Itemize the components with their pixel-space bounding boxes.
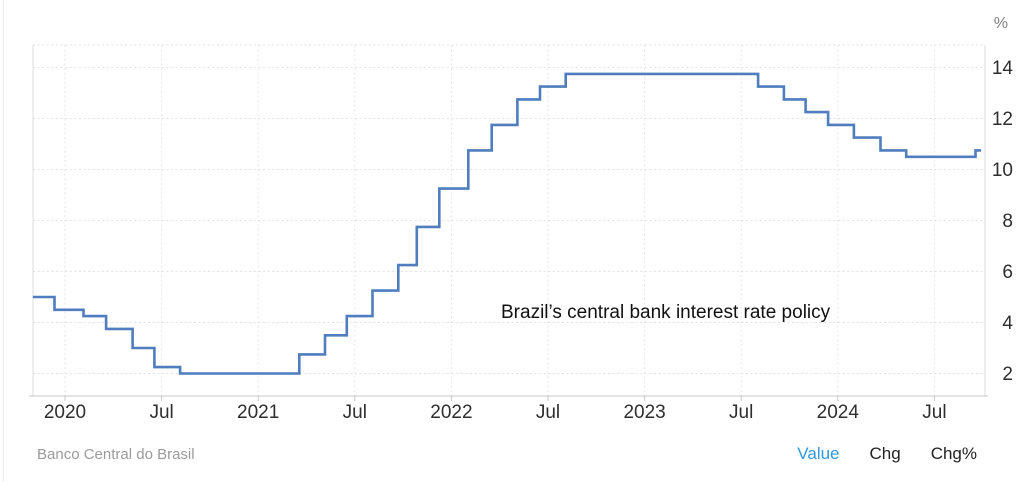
toggle-chg-pct[interactable]: Chg% — [930, 444, 977, 463]
chart-gridlines — [33, 44, 985, 396]
x-axis-label: 2024 — [817, 402, 860, 423]
x-axis-label: 2023 — [623, 402, 665, 423]
y-axis-label: 2 — [1002, 364, 1013, 385]
footer-view-toggles: Value Chg Chg% — [797, 444, 977, 464]
rate-line — [32, 72, 982, 375]
y-axis-label: 6 — [1002, 262, 1013, 283]
chart-axes — [29, 45, 988, 401]
toggle-chg[interactable]: Chg — [869, 444, 901, 463]
y-axis-label: 8 — [1002, 211, 1013, 232]
x-axis-label: Jul — [536, 402, 560, 423]
x-axis-labels: 2020 Jul 2021 Jul 2022 Jul 2023 Jul 2024 Jul — [44, 402, 947, 423]
y-axis-label: 14 — [992, 58, 1014, 79]
rate-series — [32, 72, 982, 375]
x-axis-label: Jul — [922, 402, 946, 423]
toggle-value[interactable]: Value — [797, 444, 840, 463]
source-link[interactable]: Banco Central do Brasil — [37, 445, 195, 463]
x-axis-label: 2022 — [430, 402, 472, 423]
x-axis-label: 2021 — [237, 402, 279, 423]
chart-annotation: Brazil’s central bank interest rate poli… — [501, 302, 831, 323]
y-axis-label: 4 — [1002, 313, 1013, 334]
page-edge-divider — [3, 0, 4, 482]
y-axis-label: 10 — [992, 160, 1013, 181]
rate-step-chart[interactable]: 2020 Jul 2021 Jul 2022 Jul 2023 Jul 2024 Jul 2 4 6 8… — [0, 0, 1024, 440]
y-axis-unit-label: % — [994, 15, 1008, 32]
y-axis-label: 12 — [992, 109, 1013, 130]
chart-footer: Banco Central do Brasil Value Chg Chg% — [0, 440, 1024, 468]
x-axis-label: Jul — [729, 402, 753, 423]
x-axis-label: 2020 — [44, 402, 86, 423]
x-axis-label: Jul — [343, 402, 367, 423]
y-axis-labels: 2 4 6 8 10 12 14 — [992, 58, 1014, 385]
x-axis-label: Jul — [149, 402, 173, 423]
